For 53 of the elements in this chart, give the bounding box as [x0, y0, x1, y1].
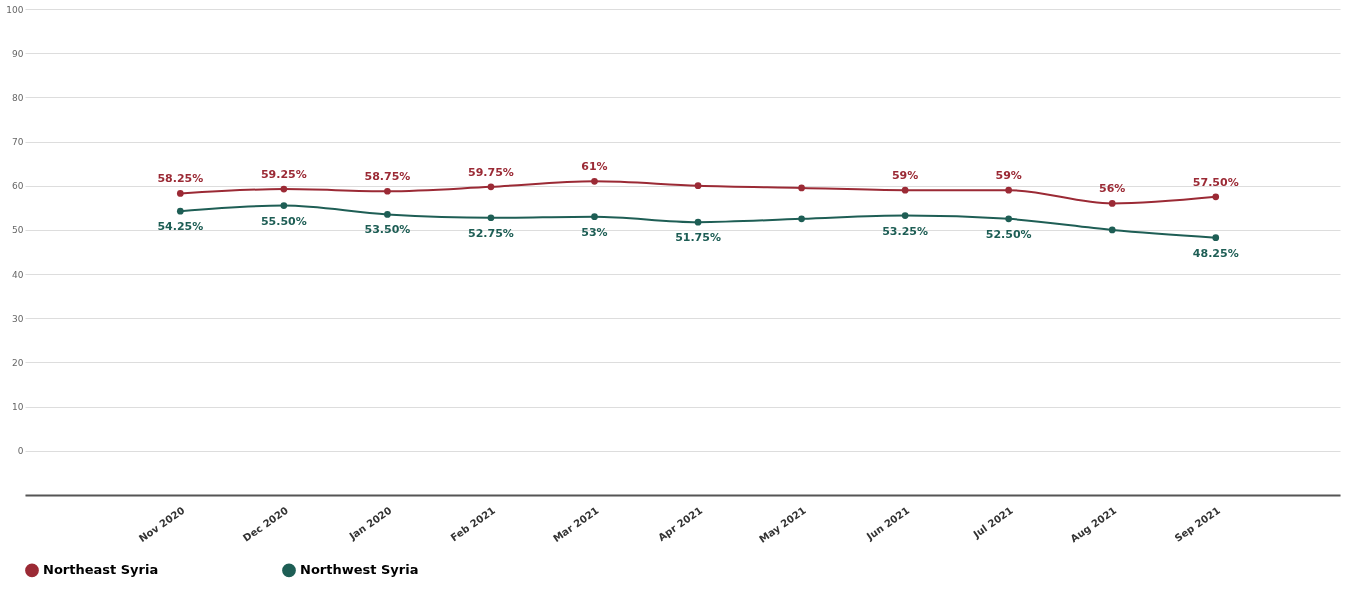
point — [1005, 186, 1013, 194]
y-tick-label: 90 — [12, 48, 24, 59]
data-label: 48.25% — [1192, 246, 1239, 260]
y-tick-label: 100 — [6, 4, 24, 15]
y-tick-label: 20 — [12, 357, 24, 368]
data-label: 53% — [581, 225, 608, 239]
data-label: 57.50% — [1192, 175, 1239, 189]
point — [487, 214, 495, 222]
point — [591, 213, 598, 220]
point — [1212, 234, 1220, 241]
data-label: 53.25% — [882, 224, 929, 238]
point — [487, 183, 495, 191]
data-label: 51.75% — [675, 231, 721, 245]
y-tick-label: 40 — [12, 269, 24, 280]
point — [901, 212, 909, 219]
legend-label: Northwest Syria — [300, 562, 419, 578]
point — [694, 182, 702, 190]
legend-label: Northeast Syria — [43, 562, 159, 578]
point — [798, 215, 805, 223]
point — [591, 177, 598, 185]
y-tick-label: 70 — [12, 137, 24, 148]
point — [176, 190, 184, 197]
y-tick-label: 30 — [12, 313, 24, 324]
y-tick-label: 10 — [12, 402, 24, 413]
point — [694, 218, 702, 226]
y-tick-label: 60 — [12, 181, 24, 192]
data-label: 53.50% — [364, 223, 411, 237]
point — [280, 185, 288, 193]
y-tick-label: 50 — [12, 225, 24, 236]
data-label: 59% — [891, 169, 919, 183]
data-label: 61% — [581, 160, 608, 174]
data-label: 54.25% — [157, 220, 204, 234]
point — [1005, 215, 1013, 223]
data-label: 59.25% — [260, 168, 307, 182]
data-label: 55.50% — [260, 214, 307, 228]
data-label: 52.50% — [985, 227, 1032, 241]
point — [280, 202, 288, 209]
point — [176, 207, 184, 215]
y-tick-label: 80 — [12, 92, 24, 103]
point — [1108, 200, 1116, 207]
point — [384, 211, 391, 218]
data-label: 58.25% — [157, 172, 204, 186]
data-label: 52.75% — [468, 226, 514, 240]
point — [384, 187, 391, 195]
point — [901, 186, 909, 194]
point — [1212, 193, 1220, 201]
y-tick-label: 0 — [17, 446, 24, 457]
data-label: 59% — [995, 169, 1022, 183]
point — [1108, 226, 1116, 234]
data-label: 58.75% — [364, 170, 411, 184]
data-label: 56% — [1099, 182, 1126, 196]
point — [798, 184, 805, 192]
data-label: 59.75% — [468, 165, 514, 179]
